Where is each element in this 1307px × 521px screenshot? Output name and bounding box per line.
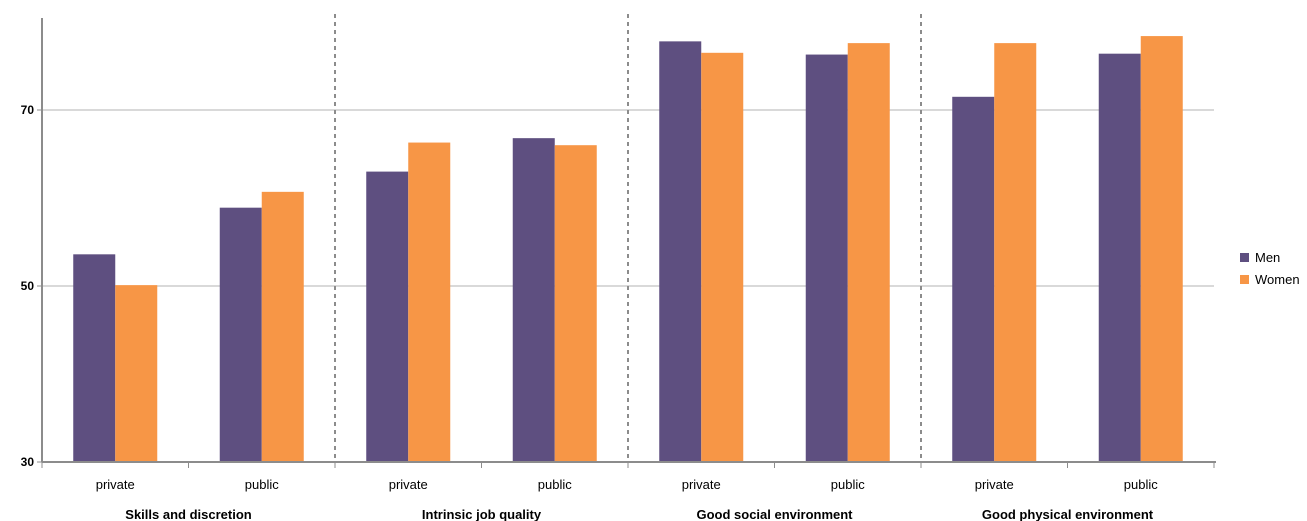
x-tick-label: public <box>1124 477 1158 492</box>
x-tick-label: private <box>682 477 721 492</box>
bar-men-6 <box>952 96 995 463</box>
bar-women-5 <box>847 43 890 463</box>
x-tick-label: public <box>245 477 279 492</box>
bar-women-7 <box>1140 36 1183 463</box>
legend-swatch-men <box>1240 252 1249 262</box>
axes <box>37 18 1216 468</box>
y-tick-label: 50 <box>21 279 35 293</box>
group-label: Skills and discretion <box>125 507 251 521</box>
x-tick-label: public <box>831 477 865 492</box>
x-tick-label: private <box>975 477 1014 492</box>
x-tick-label: private <box>389 477 428 492</box>
bar-women-4 <box>701 52 744 463</box>
group-label: Good social environment <box>696 507 853 521</box>
bar-men-2 <box>366 171 409 462</box>
group-label: Good physical environment <box>982 507 1154 521</box>
bar-men-4 <box>659 41 702 463</box>
bar-men-7 <box>1098 53 1141 463</box>
bars <box>73 36 1183 463</box>
legend-label-men: Men <box>1255 249 1281 265</box>
group-separators <box>334 14 922 462</box>
bar-men-5 <box>805 54 848 463</box>
legend-item-men: Men <box>1240 246 1300 268</box>
legend: Men Women <box>1240 246 1300 290</box>
y-tick-label: 30 <box>21 455 35 469</box>
axis-labels: 30 50 70 private public private public private p… <box>21 103 1159 521</box>
x-tick-label: public <box>538 477 572 492</box>
bar-women-2 <box>408 142 451 462</box>
x-tick-label: private <box>96 477 135 492</box>
y-tick-label: 70 <box>21 103 35 117</box>
bar-women-1 <box>261 191 304 462</box>
bar-women-6 <box>994 43 1037 463</box>
bar-women-3 <box>554 145 597 462</box>
bar-women-0 <box>115 285 158 462</box>
legend-label-women: Women <box>1255 271 1300 287</box>
bar-men-3 <box>512 138 555 462</box>
group-label: Intrinsic job quality <box>422 507 542 521</box>
bar-men-0 <box>73 254 116 462</box>
legend-swatch-women <box>1240 274 1249 284</box>
legend-item-women: Women <box>1240 268 1300 290</box>
bar-men-1 <box>219 207 262 462</box>
